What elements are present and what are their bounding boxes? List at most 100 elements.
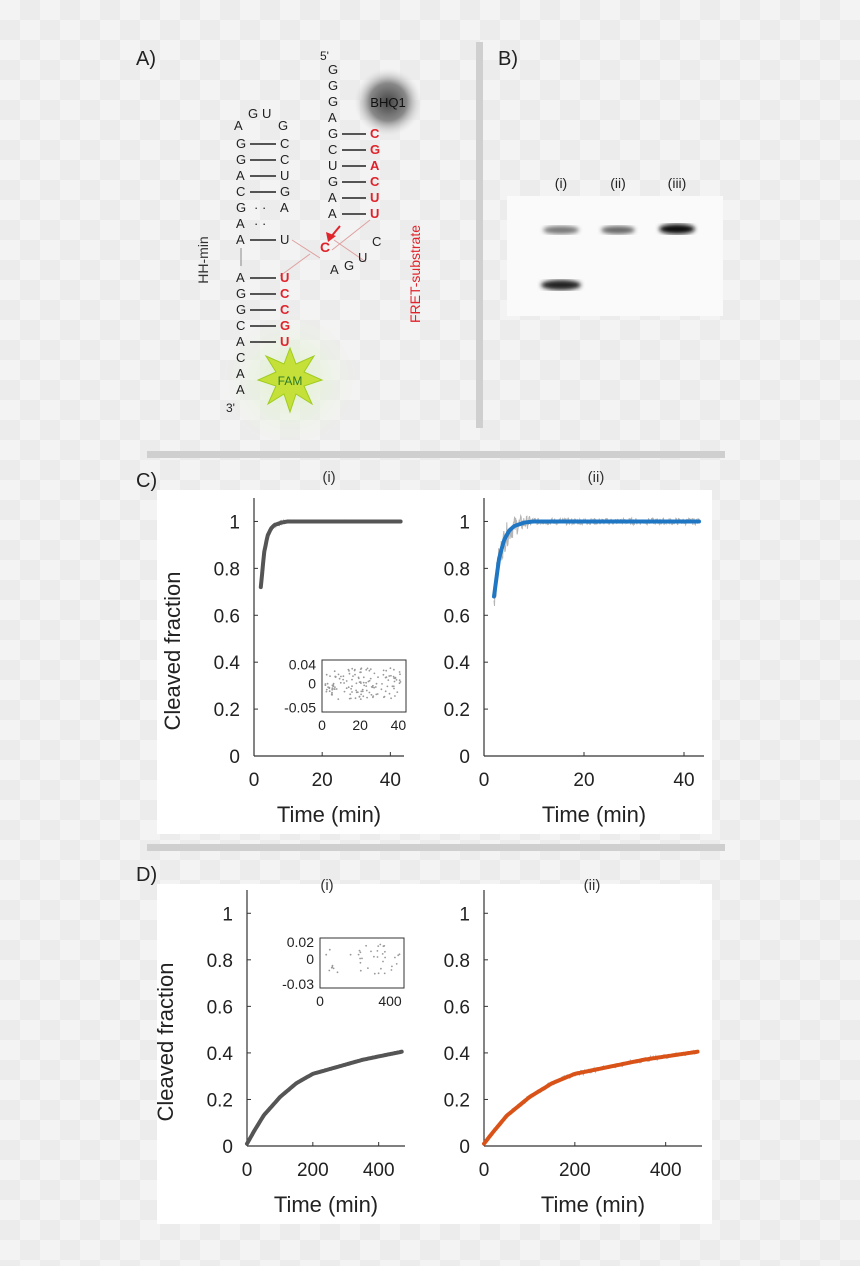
- residual-point: [361, 690, 364, 693]
- svg-text:G: G: [328, 126, 338, 141]
- svg-text:C: C: [280, 286, 290, 301]
- residual-point: [354, 697, 357, 700]
- residual-point: [398, 953, 401, 956]
- residual-point: [328, 690, 331, 693]
- substrate-bonds: [342, 133, 366, 215]
- residual-point: [345, 687, 348, 690]
- svg-text:G: G: [278, 118, 288, 133]
- residual-point: [362, 681, 365, 684]
- residual-point: [328, 687, 331, 690]
- panel-d-background: [157, 884, 712, 1224]
- x-tick-label: 40: [380, 770, 401, 791]
- residual-point: [366, 667, 369, 670]
- residual-point: [392, 675, 395, 678]
- svg-text:G: G: [248, 106, 258, 121]
- residual-point: [380, 688, 383, 691]
- residual-point: [390, 674, 392, 677]
- y-tick-label: 0.8: [444, 951, 470, 972]
- ribozyme-stem-left: G G A C G A A: [236, 136, 246, 247]
- residual-point: [383, 695, 386, 698]
- residual-point: [383, 972, 386, 975]
- ribozyme-diagram: BHQ1 FAM HH-min FRET-substrate A G U G G…: [195, 49, 423, 440]
- vertical-divider: [476, 42, 483, 428]
- residual-point: [328, 948, 331, 951]
- gel-band-i-bottom: [541, 280, 581, 290]
- residual-point: [351, 691, 353, 693]
- y-tick-label: 0.6: [214, 606, 240, 627]
- residual-point: [327, 686, 329, 688]
- residual-point: [357, 676, 360, 679]
- residual-point: [372, 696, 374, 699]
- x-axis-label: Time (min): [274, 1192, 378, 1217]
- residual-point: [350, 687, 352, 690]
- residual-point: [390, 697, 392, 700]
- bhq1-label: BHQ1: [370, 95, 405, 110]
- residual-point: [332, 682, 335, 685]
- svg-text:U: U: [280, 334, 289, 349]
- residual-point: [332, 967, 335, 970]
- residual-point: [331, 687, 334, 690]
- svg-text:G: G: [280, 184, 290, 199]
- residual-point: [359, 957, 361, 960]
- residual-point: [328, 969, 331, 972]
- svg-text:G: G: [236, 136, 246, 151]
- y-axis-label: Cleaved fraction: [157, 963, 178, 1122]
- residual-point: [370, 693, 373, 696]
- chart-subtitle: (i): [320, 877, 333, 894]
- residual-point: [382, 960, 384, 963]
- residual-point: [350, 697, 352, 700]
- svg-text:C: C: [236, 318, 245, 333]
- residual-point: [382, 669, 385, 672]
- residual-point: [355, 689, 357, 692]
- svg-text:U: U: [262, 106, 271, 121]
- chart-d-i: (i) 0 0.2 0.4 0.6 0.8 1 0 200 400 Time (min) Cleave…: [157, 877, 405, 1217]
- crossing-lines: [279, 219, 371, 277]
- x-tick-label: 0: [479, 770, 490, 791]
- residual-point: [331, 966, 334, 969]
- svg-text:A: A: [236, 270, 245, 285]
- inset-x-tick-label: 20: [352, 717, 368, 733]
- fam-label: FAM: [278, 374, 303, 388]
- x-tick-label: 0: [479, 1160, 490, 1181]
- panel-label-b: B): [498, 48, 518, 70]
- residual-point: [398, 682, 401, 685]
- residual-point: [369, 677, 372, 680]
- bottom-bonds: [250, 277, 276, 343]
- residual-point: [392, 685, 395, 688]
- svg-text:G: G: [236, 200, 246, 215]
- svg-text:G: G: [236, 152, 246, 167]
- residual-point: [394, 956, 396, 959]
- svg-text:A: A: [236, 168, 245, 183]
- cleavage-site-c: C: [320, 239, 330, 255]
- hairpin-loop: A G U G: [234, 106, 288, 133]
- residual-point: [324, 684, 327, 687]
- svg-text:A: A: [280, 200, 289, 215]
- residual-point: [394, 695, 396, 697]
- residual-point: [347, 668, 350, 671]
- residual-point: [360, 671, 362, 674]
- svg-text:A: A: [236, 366, 245, 381]
- svg-text:C: C: [236, 184, 245, 199]
- residual-point: [333, 688, 335, 690]
- y-tick-label: 1: [229, 512, 240, 533]
- residual-point: [354, 673, 356, 676]
- y-tick-label: 0.2: [214, 700, 240, 721]
- svg-text:A: A: [328, 206, 337, 221]
- residual-point: [351, 685, 353, 688]
- residual-point: [371, 686, 374, 689]
- fit-curve: [482, 1049, 700, 1146]
- residual-point: [368, 691, 371, 694]
- gel-image: (i) (ii) (iii): [507, 175, 723, 316]
- residual-point: [368, 679, 371, 682]
- panel-label-c: C): [136, 470, 158, 492]
- x-tick-label: 200: [297, 1160, 329, 1181]
- x-tick-label: 40: [673, 770, 694, 791]
- three-prime-label: 3': [226, 401, 235, 415]
- x-tick-label: 20: [312, 770, 333, 791]
- residual-point: [329, 675, 331, 677]
- agu-loop: A G U C: [330, 234, 381, 277]
- inset-y-tick-label: -0.03: [282, 976, 314, 992]
- svg-text:G: G: [280, 318, 290, 333]
- residual-point: [393, 687, 395, 690]
- gel-lane-label-i: (i): [555, 175, 567, 191]
